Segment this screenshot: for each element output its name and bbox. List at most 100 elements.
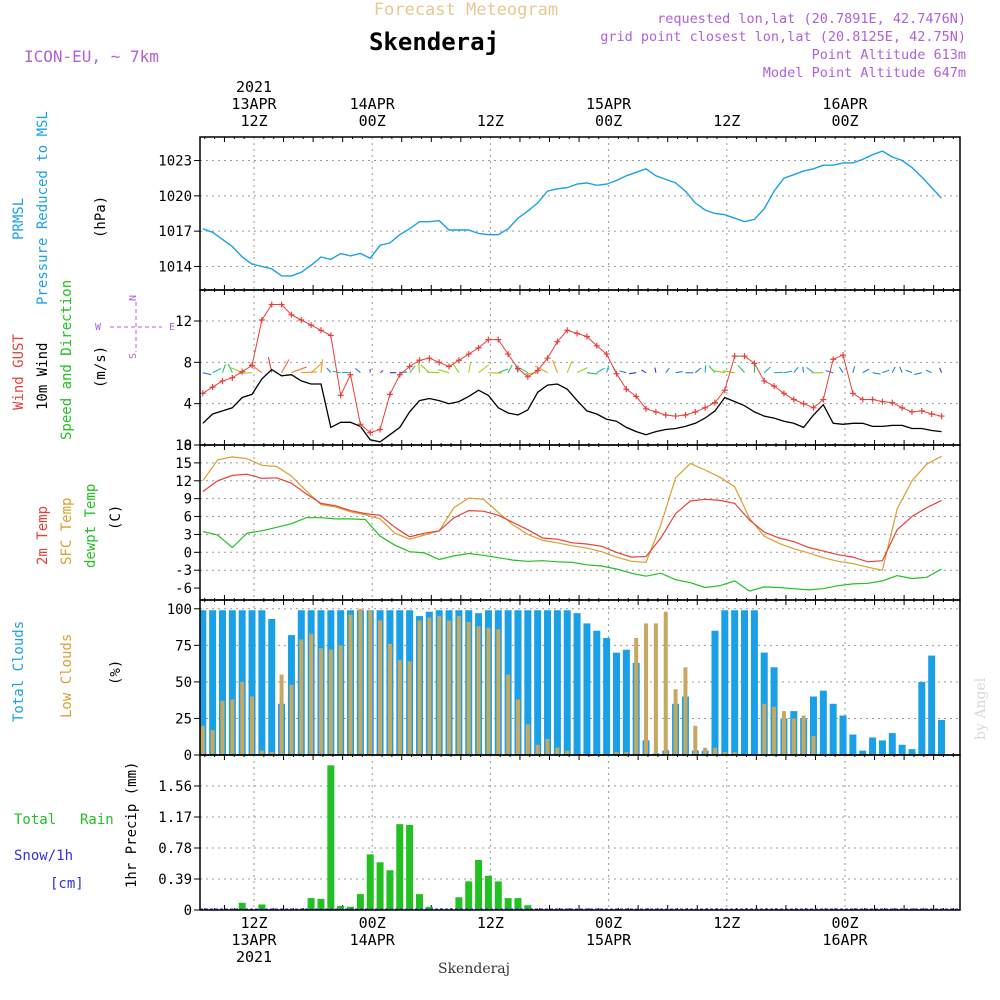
gust-marker <box>308 322 315 329</box>
low-cloud-bar <box>250 696 255 755</box>
low-cloud-bar <box>791 718 796 755</box>
gust-marker <box>406 363 413 370</box>
low-cloud-bar <box>693 725 698 755</box>
gust-marker <box>731 353 738 360</box>
wind-direction-arrow <box>478 364 490 374</box>
total-cloud-bar <box>918 681 926 755</box>
precip-bar <box>327 765 335 910</box>
clouds-panel-labels: Total Clouds Low Clouds (%) <box>11 621 124 722</box>
wind-direction-arrow <box>420 364 430 374</box>
low-cloud-bar <box>683 667 688 755</box>
pressure-unit: (hPa) <box>93 196 109 238</box>
gust-marker <box>849 390 856 397</box>
wind-direction-arrow <box>763 366 771 374</box>
precip-bar <box>475 859 483 910</box>
bottom-time-label: 15APR <box>586 931 632 949</box>
gust-marker <box>702 404 709 411</box>
clouds-unit: (%) <box>108 660 124 685</box>
low-cloud-bar <box>801 715 806 755</box>
wind-direction-arrow <box>852 366 856 373</box>
low-cloud-bar <box>397 659 402 755</box>
gridpoint-coords: grid point closest lon,lat (20.8125E, 42… <box>600 29 966 45</box>
wind-direction-arrow <box>675 370 683 374</box>
gust-marker <box>780 390 787 397</box>
precip-bar <box>415 894 423 910</box>
total-cloud-bar <box>612 652 620 755</box>
wind-direction-arrow <box>629 372 637 375</box>
wind-direction-arrow <box>839 366 844 373</box>
y-tick-label: 1017 <box>158 224 192 240</box>
wind-direction-arrow <box>619 370 627 374</box>
low-cloud-bar <box>811 735 816 755</box>
y-tick-label: 6 <box>184 510 192 526</box>
low-cloud-bar <box>772 706 777 755</box>
wind-direction-arrow <box>862 368 870 374</box>
precip-bar <box>514 898 522 910</box>
low-cloud-bar <box>299 639 304 755</box>
low-cloud-bar <box>476 626 481 755</box>
total-cloud-bar <box>938 719 946 755</box>
gust-marker <box>741 353 748 360</box>
y-tick-label: 0 <box>184 438 192 454</box>
wind-direction-arrow <box>534 365 548 374</box>
low-cloud-bar <box>368 610 373 755</box>
gust-marker <box>840 352 847 359</box>
low-cloud-bar <box>535 744 540 755</box>
wind-direction-arrow <box>914 372 922 376</box>
point-altitude: Point Altitude 613m <box>812 47 966 63</box>
total-label: Total <box>14 812 56 828</box>
2m-temp-line <box>202 473 942 563</box>
wind-direction-arrow <box>238 372 253 375</box>
bottom-time-label: 14APR <box>350 931 396 949</box>
gust-marker <box>278 301 285 308</box>
wind-direction-arrow <box>221 364 226 373</box>
precip-bar <box>366 854 374 910</box>
precip-bar <box>347 906 355 910</box>
wind-direction-arrow <box>925 369 932 374</box>
gust-marker <box>889 399 896 406</box>
temp-unit: (C) <box>108 505 124 530</box>
gust-marker <box>524 373 531 380</box>
top-time-label: 16APR <box>822 95 868 113</box>
wind-direction-arrow <box>722 370 735 374</box>
y-tick-label: 4 <box>184 397 192 413</box>
gust-marker <box>672 413 679 420</box>
wind-direction-arrow <box>891 366 896 373</box>
gust-marker <box>918 407 925 414</box>
gust-marker <box>790 396 797 403</box>
gust-marker <box>209 384 216 391</box>
gust-marker <box>357 421 364 428</box>
y-tick-label: 9 <box>184 492 192 508</box>
gust-marker <box>367 429 374 436</box>
snow-unit-label: [cm] <box>50 876 84 892</box>
low-cloud-bar <box>358 608 363 755</box>
gust-marker <box>465 351 472 358</box>
wind-direction-arrow <box>468 361 472 373</box>
wind-direction-arrow <box>523 372 538 375</box>
bottom-time-label: 16APR <box>822 931 868 949</box>
low-cloud-bar <box>200 725 205 755</box>
y-tick-label: 1.17 <box>158 810 192 826</box>
low-cloud-bar <box>210 730 215 755</box>
y-tick-label: 75 <box>175 638 192 654</box>
gust-marker <box>347 371 354 378</box>
wind-direction-arrow <box>326 367 332 374</box>
gust-marker <box>928 411 935 417</box>
total-cloud-bar <box>524 610 532 755</box>
y-tick-label: 0.78 <box>158 841 192 857</box>
total-cloud-bar <box>809 696 817 755</box>
low-cloud-bar <box>732 752 737 755</box>
y-tick-label: 1.56 <box>158 779 192 795</box>
low-cloud-bar <box>545 738 550 755</box>
total-cloud-bar <box>898 744 906 755</box>
total-cloud-bar <box>603 638 611 755</box>
wind-direction-arrow <box>872 372 881 375</box>
gust-marker <box>514 365 521 372</box>
total-cloud-bar <box>514 610 522 755</box>
wind-direction-arrow <box>281 359 290 373</box>
total-cloud-bar <box>268 619 276 755</box>
wind-gust-line <box>202 304 942 434</box>
wind-direction-arrow <box>694 367 702 374</box>
total-cloud-bar <box>888 733 896 755</box>
sfc-temp-line <box>202 455 942 571</box>
